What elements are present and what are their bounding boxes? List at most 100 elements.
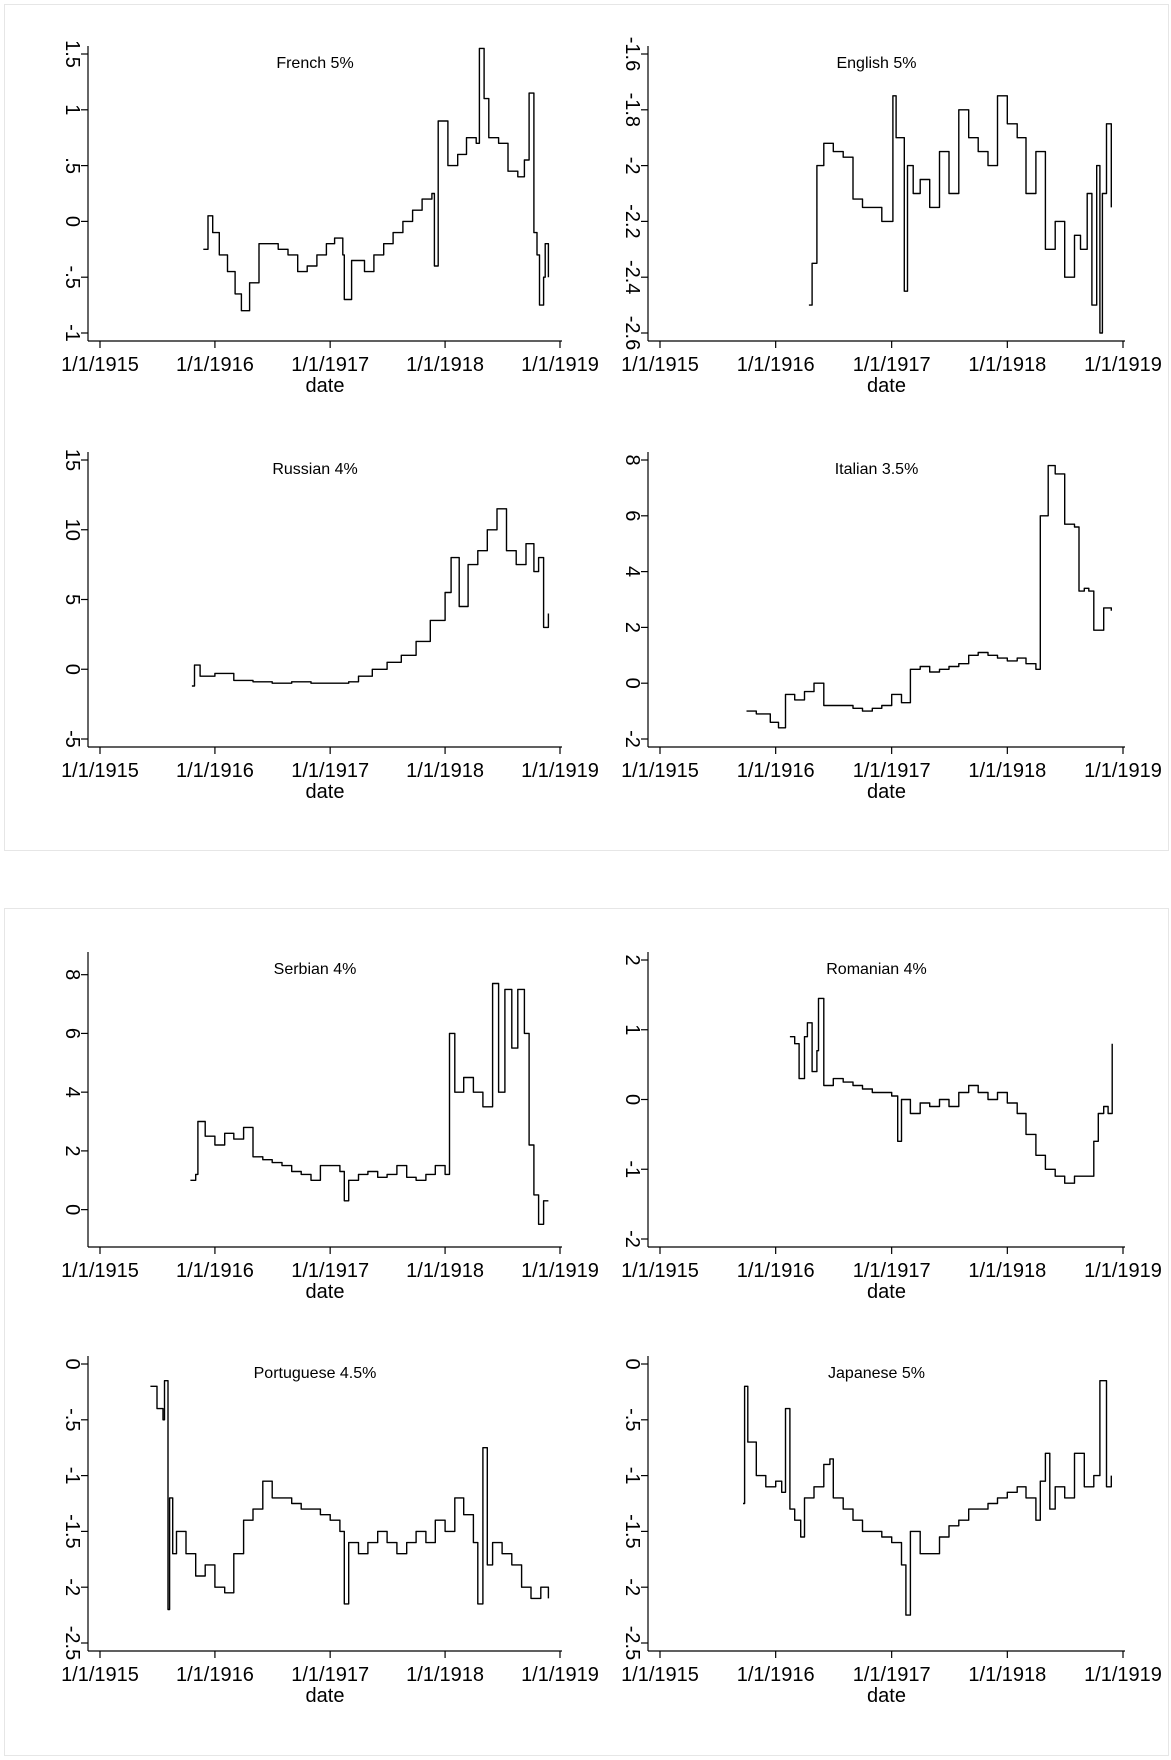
y-tick-label: 0 [61,216,83,227]
chart-7: -2.5 -2 -1.5 -1 -.5 0 1/1/1915 1/1/1916 1/1/1917… [61,1356,599,1707]
x-axis-label: date [867,1281,906,1303]
y-tick-label: 10 [61,519,83,541]
x-tick-label: 1/1/1919 [1084,1664,1162,1686]
chart-5: 0 2 4 6 8 1/1/1915 1/1/1916 1/1/1917 1/1/1918 1/1… [61,952,599,1303]
x-tick-label: 1/1/1915 [621,1260,699,1282]
y-tick-label: -2 [621,1230,643,1248]
y-tick-label: -1 [621,1467,643,1485]
y-tick-label: 5 [61,594,83,605]
x-tick-label: 1/1/1915 [61,760,139,782]
x-tick-label: 1/1/1919 [521,354,599,376]
y-tick-label: -1 [621,1160,643,1178]
y-tick-label: -2.6 [621,316,643,350]
chart-title: English 5% [836,55,916,72]
y-tick-label: 0 [61,1204,83,1215]
y-tick-label: 0 [621,1358,643,1369]
x-tick-label: 1/1/1917 [291,354,369,376]
series-line [789,997,1113,1184]
y-tick-label: -.5 [621,1408,643,1431]
series-line [150,1380,550,1611]
chart-title: Serbian 4% [274,961,357,978]
x-tick-label: 1/1/1918 [968,1664,1046,1686]
x-tick-label: 1/1/1917 [853,760,931,782]
y-tick-label: -1.8 [621,93,643,127]
y-tick-label: -5 [61,730,83,748]
y-tick-label: -2.5 [61,1626,83,1660]
y-tick-label: -2 [621,730,643,748]
x-tick-label: 1/1/1918 [968,1260,1046,1282]
y-tick-label: -2.5 [621,1626,643,1660]
x-tick-label: 1/1/1919 [521,1260,599,1282]
x-tick-label: 1/1/1918 [406,760,484,782]
y-tick-label: 15 [61,449,83,471]
series-line [743,1380,1112,1616]
y-tick-label: -2.2 [621,204,643,238]
series-line [190,982,549,1225]
y-tick-label: 2 [61,1145,83,1156]
y-tick-label: -1 [61,1467,83,1485]
y-tick-label: 0 [621,678,643,689]
y-tick-label: -2.4 [621,260,643,294]
x-tick-label: 1/1/1917 [291,1260,369,1282]
y-tick-label: -.5 [61,1408,83,1431]
x-tick-label: 1/1/1916 [176,1664,254,1686]
chart-title: Russian 4% [272,461,357,478]
x-tick-label: 1/1/1919 [1084,760,1162,782]
y-tick-label: 0 [61,1358,83,1369]
x-axis-label: date [867,781,906,803]
chart-1: -1 -.5 0 .5 1 1.5 1/1/1915 1/1/1916 1/1/1917 1/1/… [61,40,599,397]
y-tick-label: 0 [621,1094,643,1105]
x-tick-label: 1/1/1916 [737,1260,815,1282]
charts-layer: -1 -.5 0 .5 1 1.5 1/1/1915 1/1/1916 1/1/1917 1/1/… [61,37,1162,1707]
y-tick-label: 1.5 [61,40,83,68]
y-tick-label: 2 [621,622,643,633]
x-tick-label: 1/1/1917 [291,1664,369,1686]
x-tick-label: 1/1/1917 [853,1260,931,1282]
y-tick-label: 0 [61,664,83,675]
y-tick-label: -2 [61,1578,83,1596]
y-tick-label: -2 [621,157,643,175]
x-tick-label: 1/1/1915 [621,760,699,782]
x-axis-label: date [306,375,345,397]
y-tick-label: -.5 [61,266,83,289]
x-axis-label: date [867,375,906,397]
figure-panel-top [4,4,1169,851]
y-tick-label: 2 [621,954,643,965]
chart-3: -5 0 5 10 15 1/1/1915 1/1/1916 1/1/1917 1/1/1918… [61,449,599,803]
x-tick-label: 1/1/1916 [176,760,254,782]
x-tick-label: 1/1/1916 [176,1260,254,1282]
chart-title: Japanese 5% [828,1365,925,1382]
y-tick-label: 8 [61,969,83,980]
figure-panel-bottom [4,908,1169,1756]
y-tick-label: 4 [621,566,643,577]
x-tick-label: 1/1/1916 [737,1664,815,1686]
series-line [191,508,550,687]
x-tick-label: 1/1/1918 [968,354,1046,376]
y-tick-label: 4 [61,1087,83,1098]
y-tick-label: 1 [61,104,83,115]
chart-4: -2 0 2 4 6 8 1/1/1915 1/1/1916 1/1/1917 1/1/1918 1… [621,452,1162,803]
x-tick-label: 1/1/1915 [61,1260,139,1282]
chart-6: -2 -1 0 1 2 1/1/1915 1/1/1916 1/1/1917 1/1/1918 1… [621,952,1162,1303]
y-tick-label: -1 [61,324,83,342]
y-tick-label: -1.5 [621,1514,643,1548]
x-axis-label: date [306,781,345,803]
x-tick-label: 1/1/1915 [61,1664,139,1686]
x-tick-label: 1/1/1918 [968,760,1046,782]
y-tick-label: -1.6 [621,37,643,71]
chart-title: Portuguese 4.5% [254,1365,377,1382]
x-tick-label: 1/1/1919 [521,1664,599,1686]
chart-title: Italian 3.5% [835,461,919,478]
x-tick-label: 1/1/1915 [621,1664,699,1686]
x-axis-label: date [867,1685,906,1707]
x-tick-label: 1/1/1916 [176,354,254,376]
x-tick-label: 1/1/1919 [1084,354,1162,376]
x-tick-label: 1/1/1919 [1084,1260,1162,1282]
chart-title: Romanian 4% [826,961,927,978]
y-tick-label: 6 [621,510,643,521]
x-axis-label: date [306,1281,345,1303]
x-tick-label: 1/1/1915 [61,354,139,376]
y-tick-label: 8 [621,454,643,465]
chart-8: -2.5 -2 -1.5 -1 -.5 0 1/1/1915 1/1/1916 1/1/1917… [621,1356,1162,1707]
